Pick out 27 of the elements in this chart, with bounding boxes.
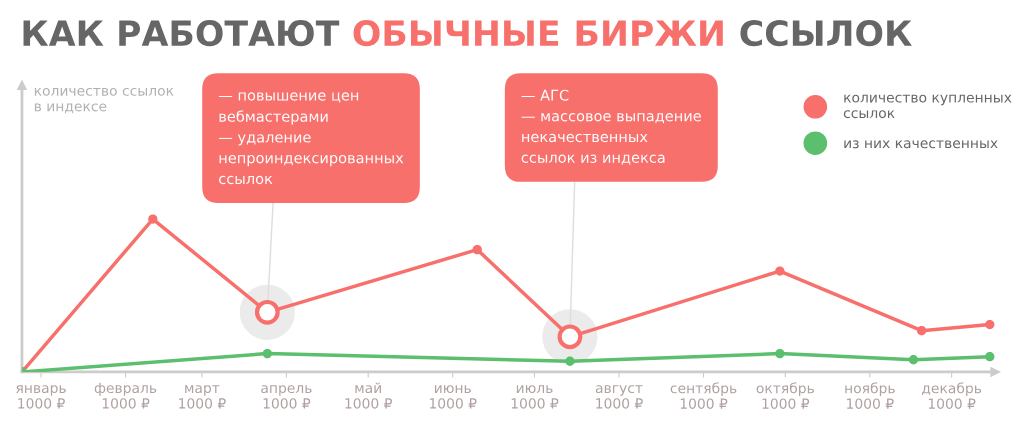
point — [985, 319, 995, 330]
x-tick-label: март 1000 ₽ — [179, 385, 226, 409]
point — [908, 355, 919, 365]
x-tick-label: май 1000 ₽ — [345, 382, 393, 409]
x-tick-label: январь 1000 ₽ — [16, 385, 66, 409]
x-tick-label: апрель 1000 ₽ — [261, 385, 312, 409]
point — [985, 352, 995, 362]
point — [775, 348, 785, 359]
point — [472, 244, 482, 255]
x-tick-label: июль 1000 ₽ — [511, 385, 559, 409]
point — [565, 356, 575, 366]
point — [262, 348, 272, 359]
legend-label: количество купленных ссылок — [843, 94, 1012, 119]
point — [775, 266, 785, 276]
x-tick-label: декабрь 1000 ₽ — [922, 382, 982, 409]
annotation: — повышение цен вебмастерами — удаление непроиндексированных ссылок — [218, 92, 404, 185]
x-tick-label: август 1000 ₽ — [595, 385, 643, 409]
point — [916, 326, 927, 336]
x-tick-label: ноябрь 1000 ₽ — [845, 382, 895, 409]
x-tick-label: июнь 1000 ₽ — [429, 385, 477, 409]
text: количество ссылок в индексе — [34, 87, 174, 114]
annotation: — АГС — массовое выпадение некачественных ссылок из индекса — [521, 89, 701, 165]
legend-label: из них качественных — [844, 140, 998, 149]
chart-title: КАК РАБОТАЮТ ОБЫЧНЫЕ БИРЖИ ССЫЛОК — [23, 20, 912, 47]
x-tick-label: сентябрь 1000 ₽ — [670, 382, 737, 409]
x-tick-label: октябрь 1000 ₽ — [756, 382, 814, 409]
x-tick-label: февраль 1000 ₽ — [94, 382, 157, 409]
